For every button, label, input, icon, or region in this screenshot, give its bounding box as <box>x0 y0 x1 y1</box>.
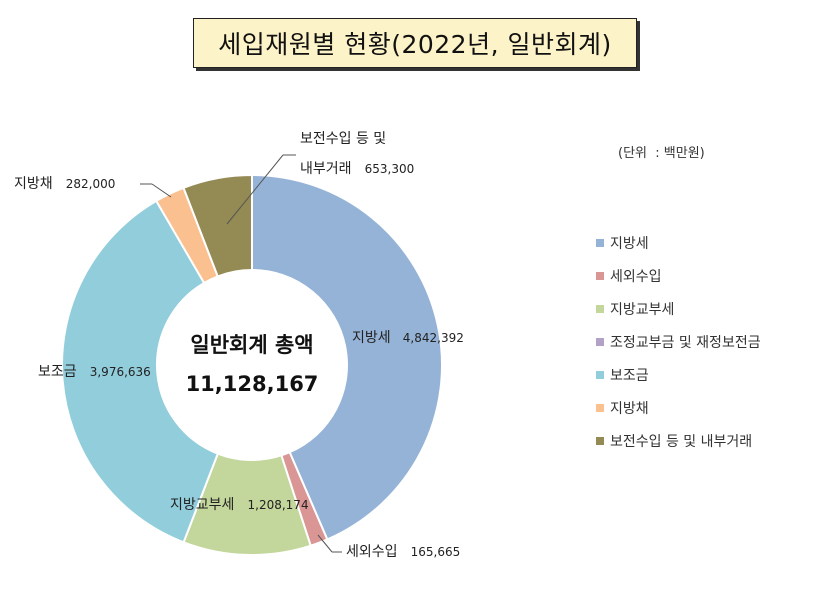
legend-label: 지방교부세 <box>610 301 675 318</box>
legend-swatch <box>596 304 604 313</box>
legend-item-gyobuse: 지방교부세 <box>596 292 761 325</box>
legend-item-seoisuip: 세외수입 <box>596 259 761 292</box>
legend-swatch <box>596 271 604 280</box>
data-label-bojeon-value: 653,300 <box>365 162 415 176</box>
leader-line-seoisuip <box>317 534 333 553</box>
legend-swatch <box>596 370 604 379</box>
legend-item-jojeong: 조정교부금 및 재정보전금 <box>596 325 761 358</box>
legend-label: 조정교부금 및 재정보전금 <box>610 334 761 351</box>
legend-item-bojeon: 보전수입 등 및 내부거래 <box>596 424 761 457</box>
data-label-gyobuse-name: 지방교부세 <box>170 497 234 513</box>
slice-4 <box>61 199 220 544</box>
legend-label: 세외수입 <box>610 268 662 285</box>
data-label-seoisuip: 세외수입 165,665 <box>346 541 460 560</box>
unit-label: (단위 : 백만원) <box>618 146 705 161</box>
data-label-bojeon-name2: 내부거래 <box>300 161 352 177</box>
data-label-jibangchae: 지방채 282,000 <box>14 173 115 192</box>
leader-line-jibangchae-d <box>151 183 172 198</box>
slice-6 <box>182 173 253 278</box>
data-label-gyobuse-value: 1,208,174 <box>248 498 309 512</box>
legend-item-jibangse: 지방세 <box>596 226 761 259</box>
data-label-jibangse-value: 4,842,392 <box>403 331 464 345</box>
legend-item-bojogeum: 보조금 <box>596 358 761 391</box>
data-label-jibangchae-value: 282,000 <box>66 177 116 191</box>
legend: 지방세 세외수입 지방교부세 조정교부금 및 재정보전금 보조금 지방채 보전수… <box>596 226 761 457</box>
leader-line-bojeon <box>226 154 284 225</box>
center-total-value: 11,128,167 <box>186 372 319 396</box>
data-label-jibangchae-name: 지방채 <box>14 176 53 192</box>
donut-slices <box>61 173 443 556</box>
data-label-bojogeum-name: 보조금 <box>38 364 77 380</box>
center-total-label: 일반회계 총액 <box>190 333 313 357</box>
legend-swatch <box>596 403 604 412</box>
data-label-bojogeum-value: 3,976,636 <box>90 365 151 379</box>
legend-swatch <box>596 238 604 247</box>
legend-label: 지방채 <box>610 400 649 417</box>
legend-label: 보조금 <box>610 367 649 384</box>
legend-swatch <box>596 337 604 346</box>
slice-0 <box>251 173 443 541</box>
data-label-seoisuip-name: 세외수입 <box>346 544 398 560</box>
data-label-gyobuse: 지방교부세 1,208,174 <box>170 494 309 513</box>
legend-label: 보전수입 등 및 내부거래 <box>610 433 753 450</box>
legend-item-jibangchae: 지방채 <box>596 391 761 424</box>
data-label-seoisuip-value: 165,665 <box>411 545 461 559</box>
data-label-bojogeum: 보조금 3,976,636 <box>38 361 151 380</box>
data-label-bojeon: 보전수입 등 및 내부거래 653,300 <box>300 128 414 177</box>
data-label-jibangse: 지방세 4,842,392 <box>352 330 464 346</box>
data-label-jibangse-name: 지방세 <box>352 330 391 346</box>
legend-label: 지방세 <box>610 235 649 252</box>
data-label-bojeon-name: 보전수입 등 및 <box>300 131 386 147</box>
chart-title: 세입재원별 현황(2022년, 일반회계) <box>193 18 637 68</box>
legend-swatch <box>596 436 604 445</box>
